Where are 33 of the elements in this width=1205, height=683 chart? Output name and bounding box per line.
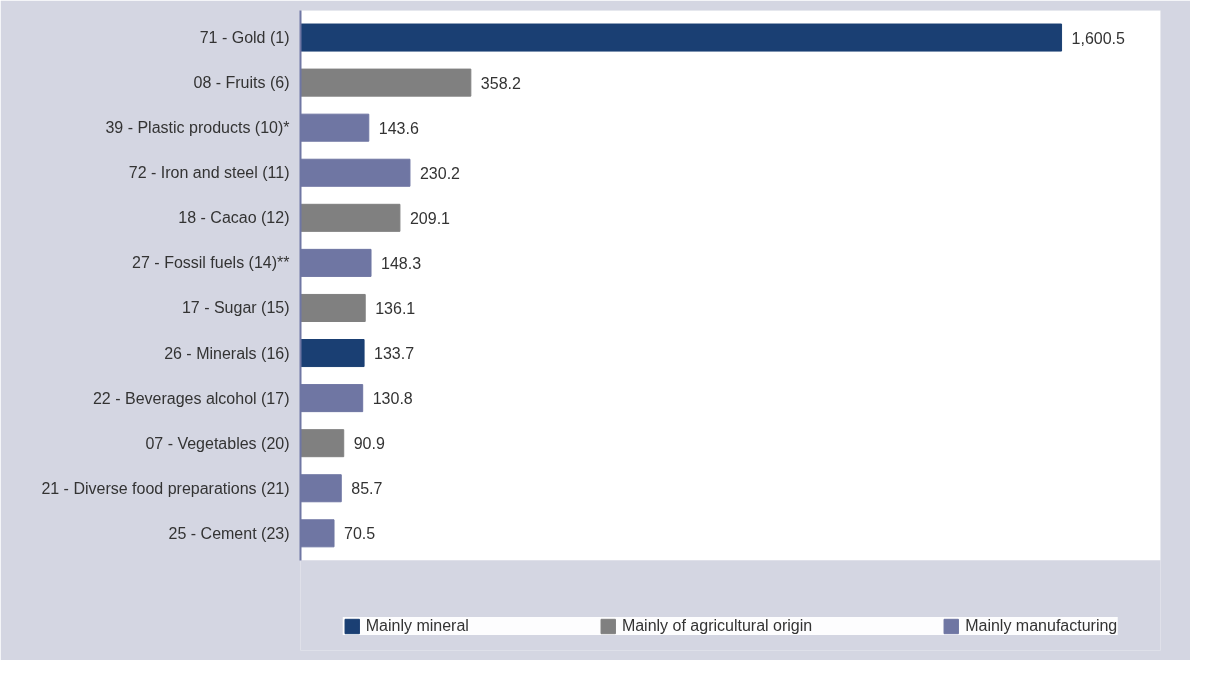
data-label: 358.2 [480, 74, 521, 92]
data-label: 133.7 [374, 345, 415, 363]
y-tick-label: 07 - Vegetables (20) [145, 434, 290, 452]
data-label: 90.9 [353, 435, 385, 453]
data-label: 209.1 [409, 209, 451, 227]
y-tick-label: 71 - Gold (1) [199, 29, 290, 47]
bar [300, 23, 1063, 52]
y-tick-label: 08 - Fruits (6) [193, 74, 290, 92]
data-label: 136.1 [375, 299, 416, 317]
bar [300, 203, 401, 232]
legend-label: Mainly of agricultural origin [621, 617, 813, 635]
data-label: 85.7 [351, 480, 383, 498]
y-tick-label: 26 - Minerals (16) [164, 344, 290, 362]
y-tick-label: 72 - Iron and steel (11) [128, 164, 290, 182]
y-tick-label: 18 - Cacao (12) [178, 209, 290, 227]
data-label: 143.6 [378, 119, 419, 137]
y-tick-label: 17 - Sugar (15) [181, 299, 290, 317]
y-tick-label: 21 - Diverse food preparations (21) [41, 479, 290, 497]
data-label: 230.2 [419, 164, 461, 182]
data-label: 130.8 [372, 390, 413, 408]
legend-label: Mainly manufacturing [965, 617, 1118, 635]
data-label: 1,600.5 [1071, 29, 1126, 47]
bar [300, 429, 345, 458]
legend-label: Mainly mineral [365, 617, 469, 635]
bar [300, 68, 472, 97]
data-label: 70.5 [344, 525, 376, 543]
y-tick-label: 39 - Plastic products (10)* [105, 119, 290, 137]
y-tick-label: 27 - Fossil fuels (14)** [132, 254, 290, 272]
bar [300, 293, 366, 322]
data-label: 148.3 [381, 254, 422, 272]
y-tick-label: 25 - Cement (23) [168, 524, 290, 542]
y-tick-label: 22 - Beverages alcohol (17) [92, 389, 290, 407]
bar [300, 339, 365, 368]
